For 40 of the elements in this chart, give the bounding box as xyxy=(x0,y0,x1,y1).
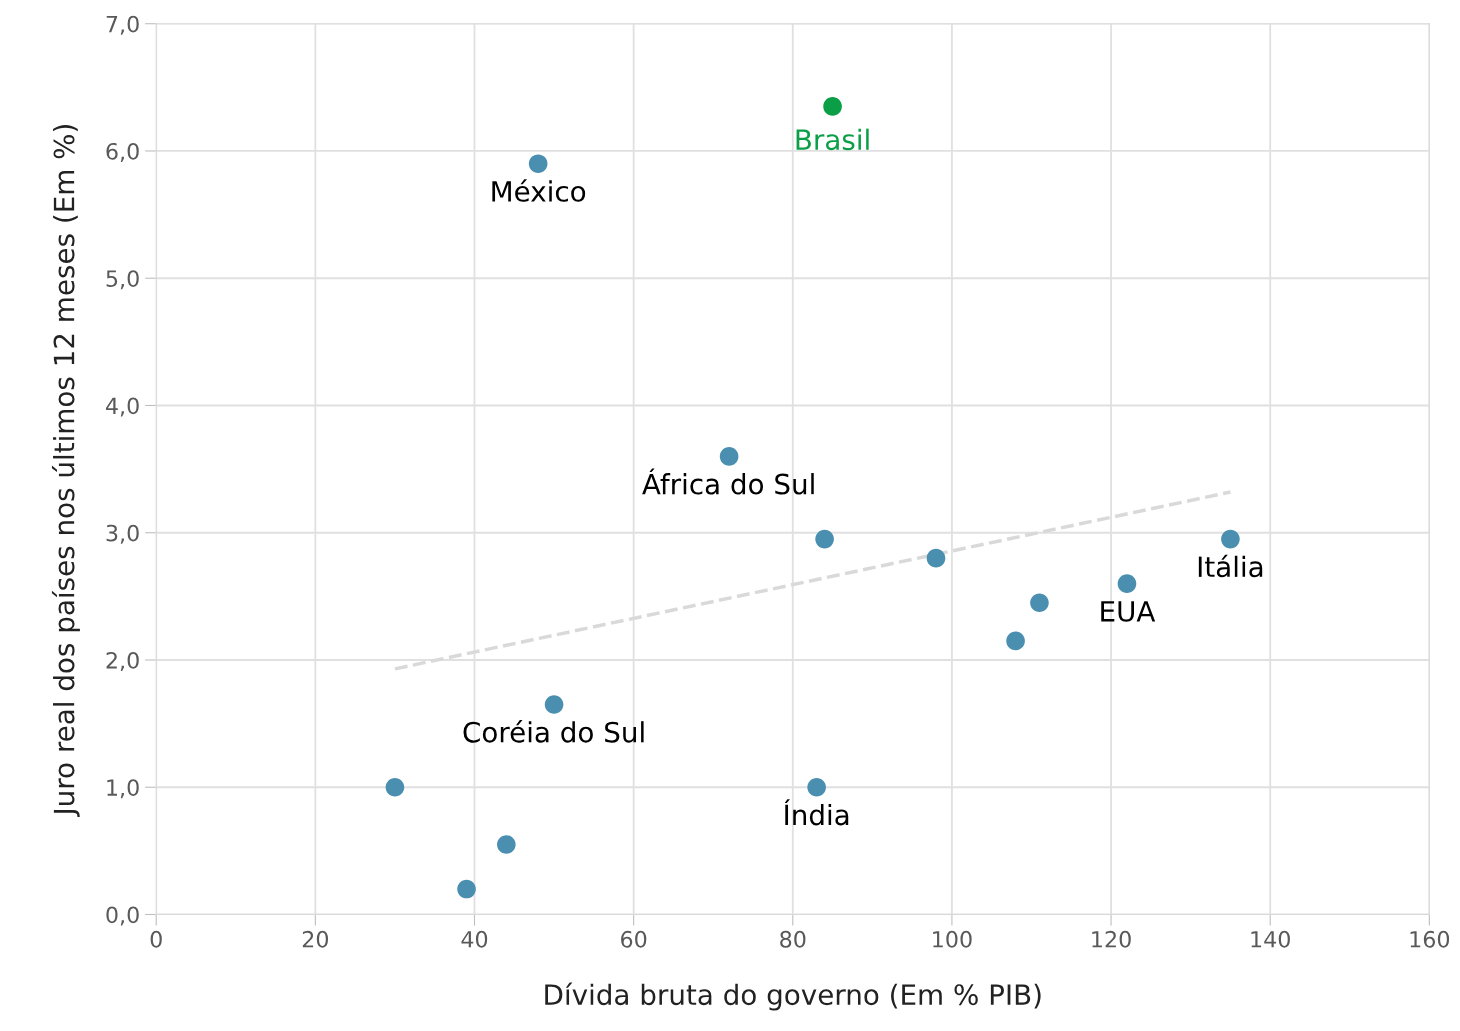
annotation: EUA xyxy=(1101,601,1156,622)
point xyxy=(823,97,842,116)
point xyxy=(719,447,739,466)
y-tick-label: 0,0 xyxy=(106,906,139,926)
y-tick-label: 6,0 xyxy=(106,142,139,162)
point xyxy=(1117,574,1137,593)
x-tick-label: 0 xyxy=(150,930,162,948)
x-tick-label: 40 xyxy=(461,930,488,948)
annotation: Itália xyxy=(1198,554,1263,578)
y-tick-label: 1,0 xyxy=(107,779,139,799)
y-tick-label: 7,0 xyxy=(106,15,139,35)
point xyxy=(1006,631,1025,651)
x-axis-title: Dívida bruta do governo (Em % PIB) xyxy=(545,982,1041,1011)
point xyxy=(457,879,476,899)
x-tick-label: 120 xyxy=(1092,930,1131,948)
annotation: África do Sul xyxy=(642,468,814,495)
y-tick-label: 5,0 xyxy=(106,270,139,290)
point xyxy=(926,548,946,568)
point xyxy=(385,777,405,797)
y-tick-label: 2,0 xyxy=(106,651,139,672)
point xyxy=(1030,593,1049,613)
point xyxy=(807,777,826,797)
x-tick-label: 60 xyxy=(621,930,647,948)
annotation: Coréia do Sul xyxy=(463,720,644,743)
x-tick-label: 20 xyxy=(302,930,329,948)
point xyxy=(528,154,548,174)
x-tick-label: 140 xyxy=(1251,930,1290,948)
annotation: México xyxy=(492,179,586,202)
y-tick-label: 4,0 xyxy=(105,397,139,417)
series-label: Brasil xyxy=(796,128,869,151)
x-tick-label: 100 xyxy=(933,930,972,948)
point xyxy=(497,835,516,854)
point xyxy=(544,695,564,714)
point xyxy=(1221,529,1240,549)
x-tick-label: 80 xyxy=(780,930,806,948)
x-tick-label: 160 xyxy=(1410,930,1450,948)
y-tick-label: 3,0 xyxy=(106,524,139,544)
annotation: Índia xyxy=(784,799,849,826)
y-axis-title: Juro real dos países nos últimos 12 meses (Em %) xyxy=(51,125,80,817)
point xyxy=(815,529,834,549)
